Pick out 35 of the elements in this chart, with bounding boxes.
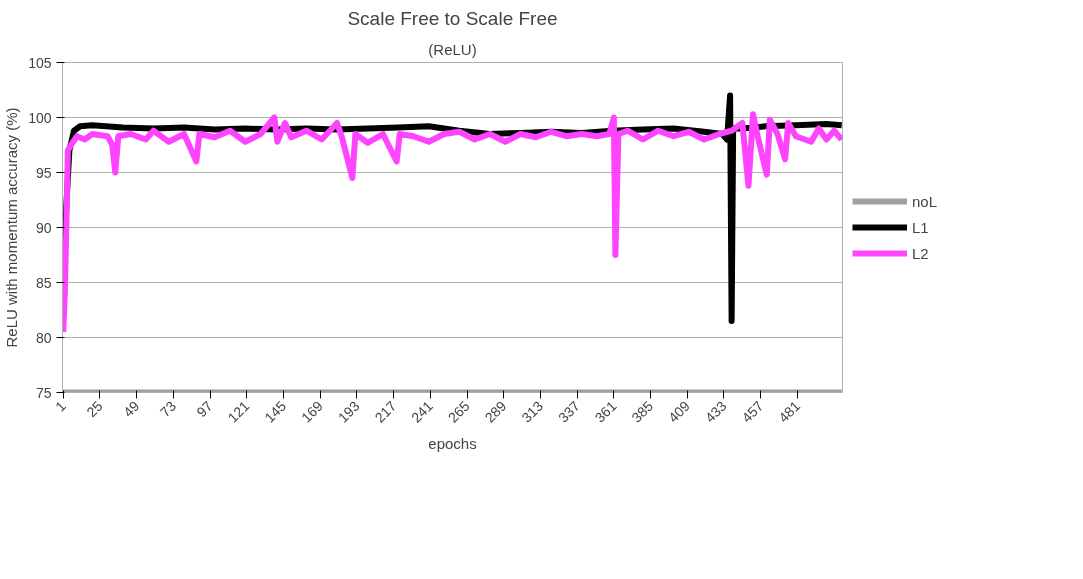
x-tick-label: 337 <box>554 397 583 426</box>
legend-label: L2 <box>912 244 930 262</box>
x-tick-label: 481 <box>775 397 804 426</box>
x-tick-label: 241 <box>408 397 437 426</box>
y-tick-label: 85 <box>35 274 52 291</box>
x-tick-label: 1 <box>52 397 70 415</box>
x-tick-label: 169 <box>298 397 327 426</box>
x-tick-label: 193 <box>334 397 363 426</box>
x-tick-label: 97 <box>193 397 216 421</box>
legend-label: noL <box>912 192 938 210</box>
x-tick-label: 385 <box>628 397 657 426</box>
chart-subtitle: (ReLU) <box>428 40 477 58</box>
y-tick-label: 80 <box>35 329 52 346</box>
x-tick-label: 289 <box>481 397 510 426</box>
y-tick-label: 90 <box>35 219 52 236</box>
legend-label: L1 <box>912 218 930 236</box>
x-tick-label: 73 <box>156 397 180 421</box>
x-tick-label: 145 <box>261 397 290 426</box>
x-tick-label: 457 <box>738 397 767 426</box>
y-tick-label: 95 <box>35 164 52 181</box>
x-tick-label: 361 <box>591 397 620 426</box>
y-tick-label: 100 <box>28 109 52 126</box>
x-tick-label: 49 <box>120 397 143 421</box>
x-axis-title: epochs <box>428 435 477 453</box>
x-tick-label: 409 <box>665 397 694 426</box>
chart-title: Scale Free to Scale Free <box>347 7 558 29</box>
x-tick-label: 433 <box>701 397 730 426</box>
x-tick-label: 265 <box>444 397 473 426</box>
y-tick-label: 105 <box>28 54 52 71</box>
x-tick-label: 217 <box>371 397 400 426</box>
y-tick-label: 75 <box>35 384 52 401</box>
x-tick-label: 121 <box>224 397 253 426</box>
x-tick-label: 25 <box>83 397 106 421</box>
y-axis-title: ReLU with momentum accuracy (%) <box>3 107 21 348</box>
x-tick-label: 313 <box>518 397 547 426</box>
